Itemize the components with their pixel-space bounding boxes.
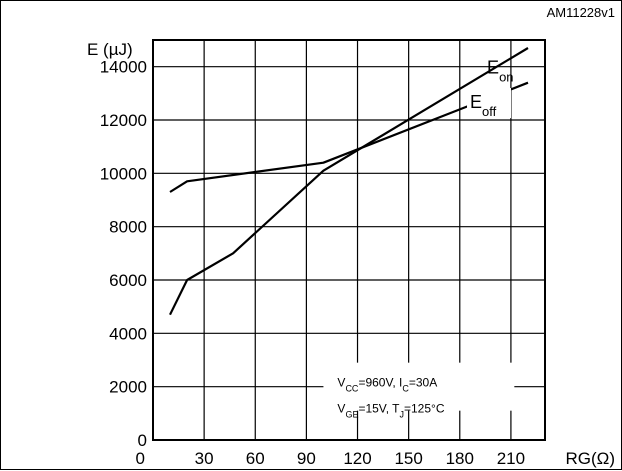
x-tick-label: 210 bbox=[497, 449, 525, 468]
series-label-part: E bbox=[487, 57, 499, 77]
x-tick-label: 90 bbox=[297, 449, 316, 468]
series-label-part: on bbox=[499, 69, 513, 84]
x-tick-label: 150 bbox=[394, 449, 422, 468]
conditions-text: =125°C bbox=[404, 402, 445, 416]
series-layer bbox=[170, 48, 528, 315]
conditions-text: V bbox=[337, 376, 345, 390]
x-tick-label: 30 bbox=[195, 449, 214, 468]
y-axis-label: E (µJ) bbox=[87, 40, 133, 59]
x-tick-label: 180 bbox=[446, 449, 474, 468]
x-tick-label: 0 bbox=[136, 449, 145, 468]
y-tick-label: 14000 bbox=[100, 58, 147, 77]
x-axis-label: RG(Ω) bbox=[565, 449, 615, 468]
conditions-text: =960V, I bbox=[358, 376, 402, 390]
y-tick-label: 6000 bbox=[109, 271, 147, 290]
conditions-text: CC bbox=[345, 384, 358, 394]
label-layer: 0 2000 4000 6000 8000 10000 12000 14000 0 30 60 90 1… bbox=[87, 5, 615, 468]
y-tick-label: 2000 bbox=[109, 378, 147, 397]
conditions-text: V bbox=[337, 402, 345, 416]
figure-id: AM11228v1 bbox=[547, 5, 615, 20]
series-label-part: off bbox=[482, 104, 497, 119]
series-label-on: Eon bbox=[487, 57, 513, 84]
y-tick-label: 12000 bbox=[100, 111, 147, 130]
y-tick-label: 8000 bbox=[109, 218, 147, 237]
conditions-text: =15V, T bbox=[358, 402, 400, 416]
y-tick-label: 4000 bbox=[109, 324, 147, 343]
conditions-text: =30A bbox=[409, 376, 437, 390]
conditions-text: GE bbox=[345, 410, 358, 420]
x-tick-label: 120 bbox=[343, 449, 371, 468]
x-tick-label: 60 bbox=[246, 449, 265, 468]
series-label-part: E bbox=[470, 92, 482, 112]
y-tick-label: 0 bbox=[138, 431, 147, 450]
y-tick-label: 10000 bbox=[100, 164, 147, 183]
